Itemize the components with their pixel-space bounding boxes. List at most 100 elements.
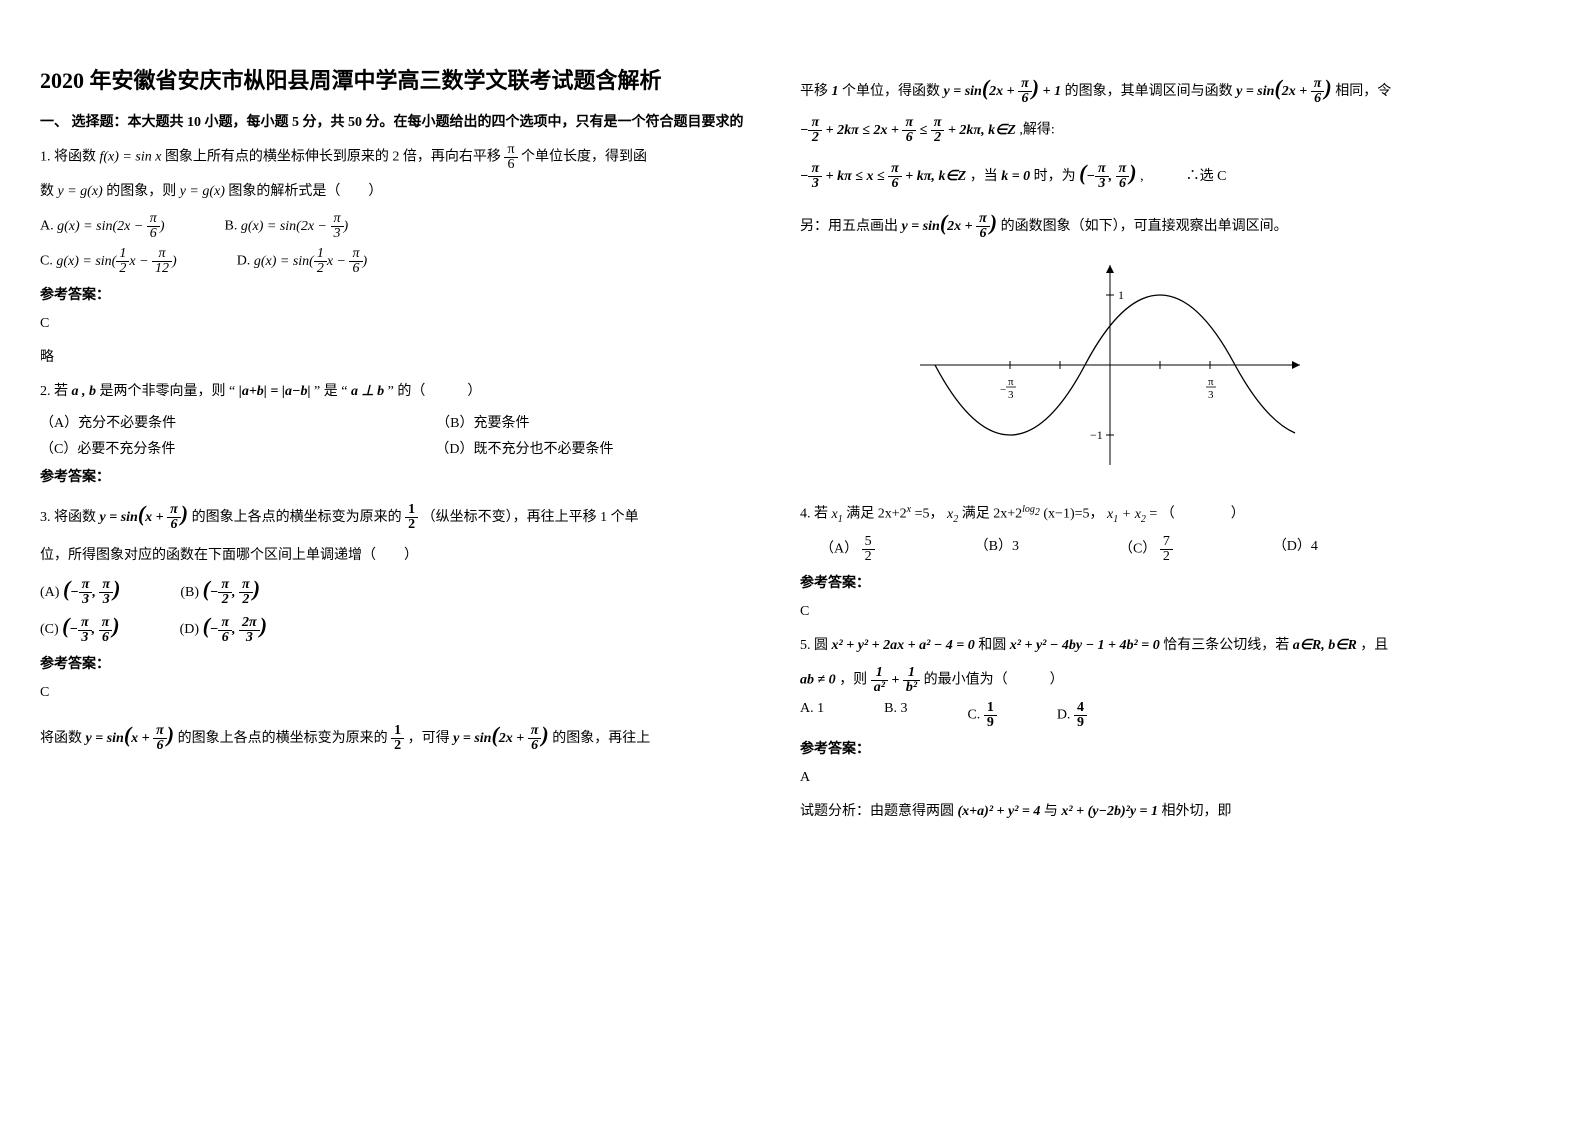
q1-opt-d: D. g(x) = sin(12x − π6) <box>237 247 367 276</box>
q1-options-row2: C. g(x) = sin(12x − π12) D. g(x) = sin(1… <box>40 247 760 276</box>
q4-opt-c: （C） 72 <box>1119 535 1173 564</box>
q3-sol-a: 将函数 <box>40 731 86 746</box>
q2-answer-label: 参考答案： <box>40 466 760 486</box>
r-f3: y = sin(2x + π6) <box>902 219 998 234</box>
q2-text: 2. 若 a , b 是两个非零向量，则 “ |a+b| = |a−b| ” 是… <box>40 378 760 406</box>
q5-expr: 1a² + 1b² <box>871 673 920 688</box>
q5-answer: A <box>800 764 1520 792</box>
r-l1d: 相同，令 <box>1335 84 1391 99</box>
q5-b: 和圆 <box>978 638 1010 653</box>
q1-yg2: y = g(x) <box>180 184 229 199</box>
page-title: 2020 年安徽省安庆市枞阳县周潭中学高三数学文联考试题含解析 <box>40 64 760 97</box>
r-ineq2-f: −π3 + kπ ≤ x ≤ π6 + kπ, k∈Z <box>800 169 966 184</box>
q4-x1: x1 <box>832 507 843 522</box>
q1-prefix: 1. 将函数 <box>40 150 96 165</box>
q4-x2: x2 <box>947 507 958 522</box>
q5-l2c: 的最小值为（ ） <box>924 673 1064 688</box>
svg-text:3: 3 <box>1008 389 1014 401</box>
q5-d: ，且 <box>1360 638 1388 653</box>
q4-opt-a: （A） 52 <box>820 535 875 564</box>
q1-answer-label: 参考答案： <box>40 284 760 304</box>
q3-opt-b-f: (−π2, π2) <box>203 585 260 600</box>
q3-opt-c-label: (C) <box>40 622 62 637</box>
q3-a: 3. 将函数 <box>40 510 100 525</box>
q5-opt-a: A. 1 <box>800 701 824 730</box>
q5-sol-c: 相外切，即 <box>1162 804 1232 819</box>
q2-c: ” 是 “ <box>314 384 351 399</box>
q3-answer-label: 参考答案： <box>40 653 760 673</box>
q3-opt-b-label: (B) <box>180 585 202 600</box>
q5-opt-c-label: C. <box>967 708 983 723</box>
r-l5b: 的函数图象（如下），可直接观察出单调区间。 <box>1001 219 1288 234</box>
svg-text:π: π <box>1208 376 1214 388</box>
q1-opt-a: A. g(x) = sin(2x − π6) <box>40 212 164 241</box>
q3-opt-d-label: (D) <box>180 622 203 637</box>
q5-abne0: ab ≠ 0 <box>800 673 836 688</box>
q1-answer: C <box>40 310 760 338</box>
q5-c1: x² + y² + 2ax + a² − 4 = 0 <box>832 638 975 653</box>
q4-opt-a-frac: 52 <box>862 535 875 564</box>
q3-sol-d: 的图象，再往上 <box>552 731 650 746</box>
q3-options-row1: (A) (−π3, π3) (B) (−π2, π2) <box>40 576 760 607</box>
q5-opt-d: D. 49 <box>1057 701 1087 730</box>
r-ineq2-mid2: 时，为 <box>1034 169 1080 184</box>
q5-answer-label: 参考答案： <box>800 738 1520 758</box>
q1-opt-b-label: B. <box>224 219 240 234</box>
r-ineq2-tail: , ∴选 C <box>1140 169 1226 184</box>
q5-c2: x² + y² − 4by − 1 + 4b² = 0 <box>1010 638 1160 653</box>
q1-options-row1: A. g(x) = sin(2x − π6) B. g(x) = sin(2x … <box>40 212 760 241</box>
sine-chart-svg: − π 3 π 3 1 −1 <box>900 255 1320 475</box>
q3-opt-a-f: (−π3, π3) <box>63 585 120 600</box>
q1-l2c: 图象的解析式是（ ） <box>228 184 382 199</box>
q3-half: 12 <box>405 503 418 532</box>
q2-opt-c: （C）必要不充分条件 <box>40 438 175 458</box>
q5-opt-d-frac: 49 <box>1074 701 1087 730</box>
q2-opt-b: （B）充要条件 <box>436 412 529 432</box>
q4-d: 满足 2x+2 <box>962 507 1022 522</box>
q4-exp1: x <box>907 504 911 515</box>
r-ineq2: −π3 + kπ ≤ x ≤ π6 + kπ, k∈Z ，当 k = 0 时，为… <box>800 151 1520 195</box>
q3-b: 的图象上各点的横坐标变为原来的 <box>192 510 406 525</box>
svg-text:−: − <box>1000 384 1006 396</box>
r-ineq1-f: −π2 + 2kπ ≤ 2x + π6 ≤ π2 + 2kπ, k∈Z <box>800 123 1016 138</box>
q4-sum: x1 + x2 <box>1107 507 1146 522</box>
q3-sol-half: 12 <box>391 724 404 753</box>
q1-opt-c-f: g(x) = sin(12x − π12) <box>56 254 176 269</box>
q2-ab: a , b <box>72 384 100 399</box>
q4-answer: C <box>800 598 1520 626</box>
q1-fx: f(x) = sin x <box>100 150 165 165</box>
sine-chart: − π 3 π 3 1 −1 <box>900 255 1520 480</box>
q4-e: (x−1)=5， <box>1043 507 1103 522</box>
q5-opt-d-label: D. <box>1057 708 1074 723</box>
ytick-neg1: −1 <box>1090 428 1103 442</box>
r-ineq1: −π2 + 2kπ ≤ 2x + π6 ≤ π2 + 2kπ, k∈Z ,解得: <box>800 116 1520 145</box>
q2-eq: |a+b| = |a−b| <box>239 384 311 399</box>
q1-opt-a-f: g(x) = sin(2x − π6) <box>57 219 164 234</box>
q3-opt-d-f: (−π6, 2π3) <box>203 622 267 637</box>
q5-c: 恰有三条公切线，若 <box>1163 638 1293 653</box>
q4-a: 4. 若 <box>800 507 832 522</box>
r-l1c: 的图象，其单调区间与函数 <box>1065 84 1237 99</box>
q3-sol-b: 的图象上各点的横坐标变为原来的 <box>178 731 392 746</box>
q3-opt-d: (D) (−π6, 2π3) <box>180 613 267 644</box>
q3-opt-a-label: (A) <box>40 585 63 600</box>
q3-sol-c: ，可得 <box>408 731 454 746</box>
q3-opt-a: (A) (−π3, π3) <box>40 576 120 607</box>
q3-sol: 将函数 y = sin(x + π6) 的图象上各点的横坐标变为原来的 12 ，… <box>40 713 760 757</box>
q4-text: 4. 若 x1 满足 2x+2x =5， x2 满足 2x+2log2 (x−1… <box>800 500 1520 529</box>
q4-opt-c-label: （C） <box>1119 542 1156 557</box>
svg-text:3: 3 <box>1208 389 1214 401</box>
q3-opt-c: (C) (−π3, π6) <box>40 613 120 644</box>
q1-opt-d-f: g(x) = sin(12x − π6) <box>254 254 367 269</box>
q5-sol-c1: (x+a)² + y² = 4 <box>958 804 1041 819</box>
r-l1b: 个单位，得函数 <box>842 84 944 99</box>
q4-answer-label: 参考答案： <box>800 572 1520 592</box>
q5-opt-c: C. 19 <box>967 701 996 730</box>
q5-text: 5. 圆 x² + y² + 2ax + a² − 4 = 0 和圆 x² + … <box>800 632 1520 660</box>
right-column: 平移 1 个单位，得函数 y = sin(2x + π6) + 1 的图象，其单… <box>800 60 1520 832</box>
r-f2: y = sin(2x + π6) <box>1236 84 1332 99</box>
svg-text:π: π <box>1008 376 1014 388</box>
q4-f: = （ ） <box>1149 507 1244 522</box>
q1-l2b: 的图象，则 <box>106 184 180 199</box>
q2-options: （A）充分不必要条件 （B）充要条件 （C）必要不充分条件 （D）既不充分也不必… <box>40 412 760 458</box>
